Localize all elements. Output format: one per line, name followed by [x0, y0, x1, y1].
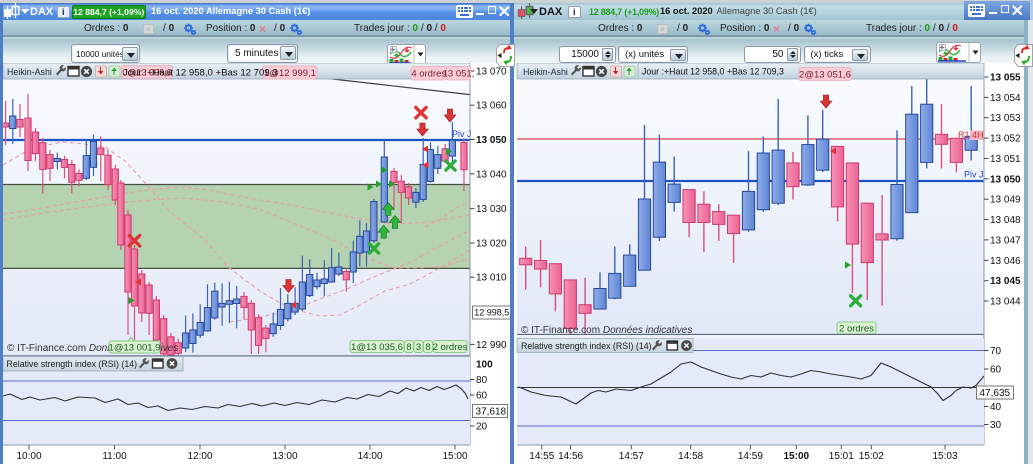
svg-text:Heikin-Ashi: Heikin-Ashi — [7, 67, 52, 77]
svg-text:1@12 999,1: 1@12 999,1 — [264, 68, 316, 79]
svg-text:2 ordres: 2 ordres — [839, 323, 874, 334]
svg-text:Relative strength index (RSI): Relative strength index (RSI) (14) — [7, 359, 138, 369]
svg-text:12 998,5: 12 998,5 — [474, 307, 509, 317]
svg-text:13 060: 13 060 — [476, 101, 507, 112]
svg-text:13 045: 13 045 — [990, 276, 1021, 287]
svg-text:13 055: 13 055 — [990, 73, 1021, 84]
svg-text:80: 80 — [476, 375, 488, 386]
svg-text:Jour :+Haut 12 958,0 +Bas 12 7: Jour :+Haut 12 958,0 +Bas 12 709,3 — [642, 67, 784, 77]
svg-text:70: 70 — [990, 346, 1002, 357]
svg-text:15:01: 15:01 — [829, 451, 854, 462]
svg-text:13 047: 13 047 — [990, 235, 1021, 246]
svg-text:Relative strength index (RSI): Relative strength index (RSI) (14) — [521, 341, 652, 351]
svg-text:3: 3 — [416, 342, 421, 353]
svg-text:14:00: 14:00 — [357, 451, 382, 462]
svg-text:13 050: 13 050 — [990, 174, 1021, 185]
svg-text:10:00: 10:00 — [16, 451, 41, 462]
svg-text:© IT-Finance.com Données indic: © IT-Finance.com Données indicatives — [521, 325, 692, 336]
svg-text:13 050: 13 050 — [476, 135, 507, 146]
svg-text:13 044: 13 044 — [990, 297, 1021, 308]
svg-text:12 990: 12 990 — [476, 340, 507, 351]
svg-text:11:00: 11:00 — [102, 451, 127, 462]
svg-text:4 ordres: 4 ordres — [411, 69, 446, 80]
svg-text:13 051: 13 051 — [990, 154, 1021, 165]
svg-text:13:00: 13:00 — [272, 451, 297, 462]
svg-text:13 040: 13 040 — [476, 169, 507, 180]
svg-text:14:56: 14:56 — [558, 451, 583, 462]
svg-text:60: 60 — [476, 391, 488, 402]
svg-text:12:00: 12:00 — [187, 451, 212, 462]
svg-text:60: 60 — [990, 365, 1002, 376]
svg-text:13 010: 13 010 — [476, 273, 507, 284]
svg-text:14:59: 14:59 — [738, 451, 763, 462]
svg-text:20: 20 — [476, 422, 488, 433]
svg-text:Jour :+Haut 12 958,0 +Bas 12 7: Jour :+Haut 12 958,0 +Bas 12 709,3 — [123, 68, 278, 79]
svg-text:14:57: 14:57 — [619, 451, 644, 462]
svg-text:13 049: 13 049 — [990, 195, 1021, 206]
svg-text:13 048: 13 048 — [990, 215, 1021, 226]
svg-text:13 070: 13 070 — [476, 67, 507, 78]
svg-text:14:55: 14:55 — [529, 451, 554, 462]
svg-text:R1 4H: R1 4H — [958, 130, 984, 140]
svg-text:13 046: 13 046 — [990, 256, 1021, 267]
svg-text:13 052: 13 052 — [990, 134, 1021, 145]
svg-text:15:02: 15:02 — [859, 451, 884, 462]
svg-text:2@13 051,6: 2@13 051,6 — [799, 69, 851, 80]
svg-text:37,618: 37,618 — [476, 407, 507, 418]
svg-text:8: 8 — [425, 342, 430, 353]
svg-text:14:58: 14:58 — [678, 451, 703, 462]
svg-text:15:03: 15:03 — [932, 451, 957, 462]
svg-text:40: 40 — [990, 402, 1002, 413]
svg-text:1@13 035,6: 1@13 035,6 — [351, 342, 403, 353]
svg-text:47,635: 47,635 — [980, 388, 1011, 399]
svg-text:100: 100 — [476, 360, 493, 371]
svg-text:Piv J: Piv J — [964, 170, 984, 180]
svg-text:13 030: 13 030 — [476, 204, 507, 215]
svg-text:2 ordres: 2 ordres — [433, 342, 468, 353]
svg-text:8: 8 — [406, 342, 411, 353]
svg-text:Heikin-Ashi: Heikin-Ashi — [523, 67, 568, 77]
svg-text:13 020: 13 020 — [476, 239, 507, 250]
svg-text:0@13 006,6: 0@13 006,6 — [122, 67, 171, 77]
svg-text:15:00: 15:00 — [442, 451, 467, 462]
svg-text:13 051,: 13 051, — [443, 69, 475, 80]
svg-text:Piv J: Piv J — [452, 129, 472, 139]
svg-text:13 053: 13 053 — [990, 113, 1021, 124]
svg-text:13 054: 13 054 — [990, 93, 1021, 104]
svg-text:30: 30 — [990, 420, 1002, 431]
svg-text:1@13 001,9: 1@13 001,9 — [109, 342, 161, 353]
svg-text:15:00: 15:00 — [784, 451, 810, 462]
